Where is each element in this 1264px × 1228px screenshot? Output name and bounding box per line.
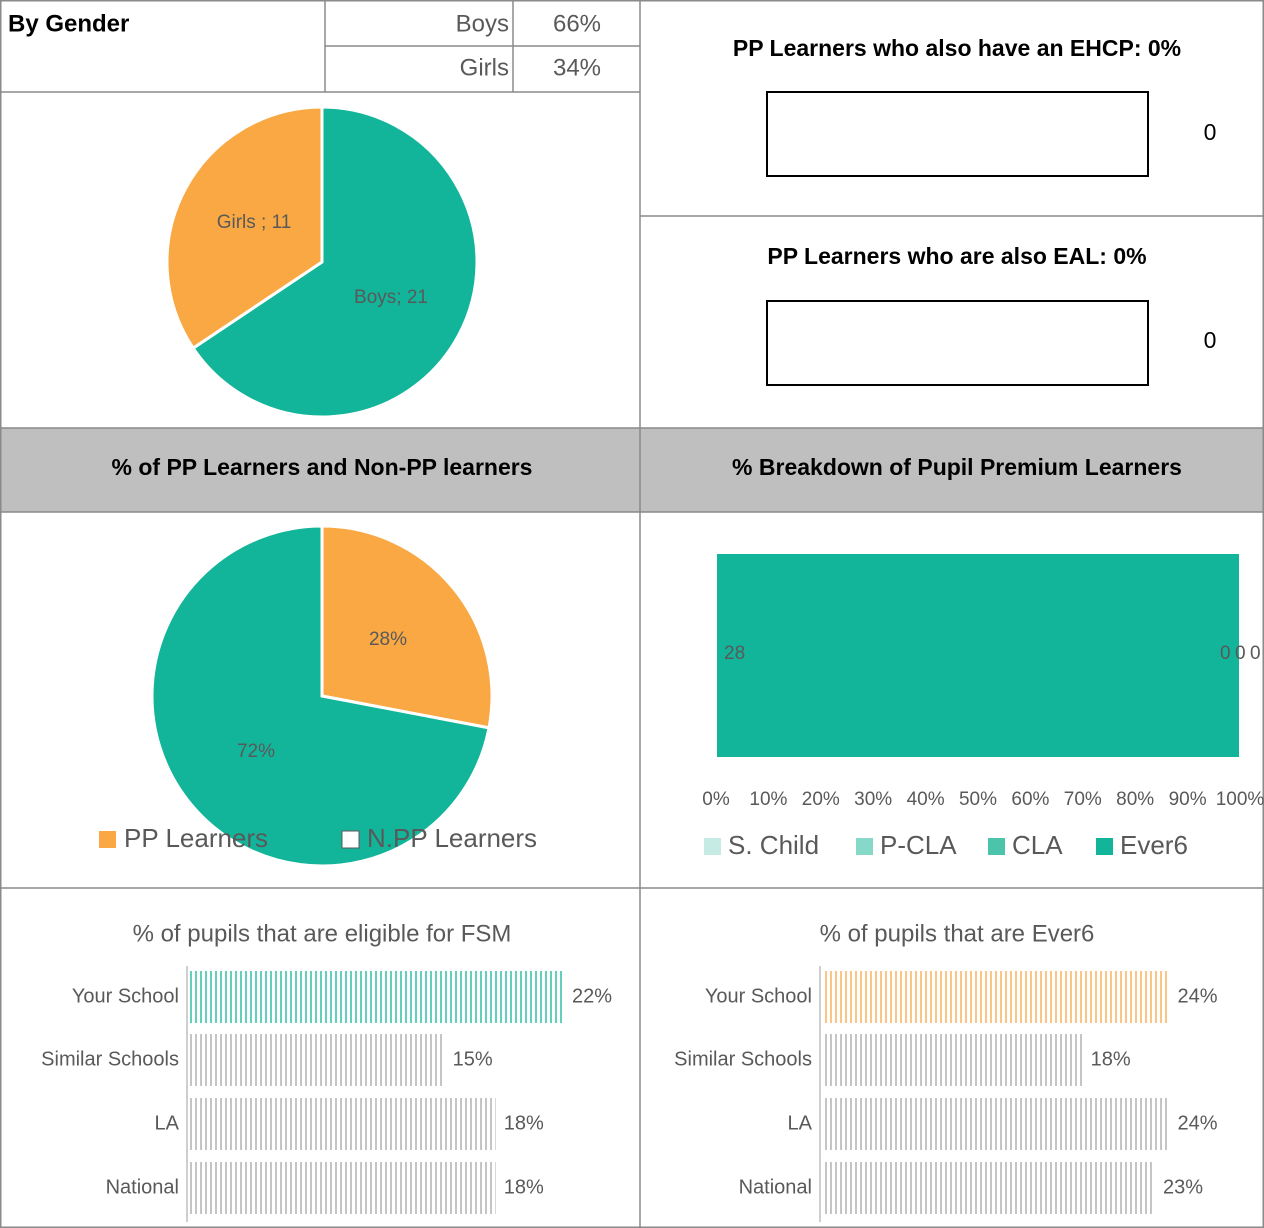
legend-label: S. Child xyxy=(728,830,819,860)
x-tick-label: 30% xyxy=(854,789,892,810)
pie-slice xyxy=(191,105,479,419)
x-tick-label: 0% xyxy=(702,789,730,810)
legend-swatch xyxy=(1096,838,1113,855)
chart-title: % of pupils that are Ever6 xyxy=(820,920,1095,947)
y-tick-label: LA xyxy=(788,1112,813,1134)
data-label: 24% xyxy=(1178,1112,1218,1134)
legend-swatch xyxy=(856,838,873,855)
data-label: 0 xyxy=(1250,643,1261,664)
x-tick-label: 70% xyxy=(1064,789,1102,810)
bar xyxy=(822,971,1170,1023)
bar-segment xyxy=(715,552,1241,759)
data-label: 28% xyxy=(369,629,407,650)
ehcp-box xyxy=(766,91,1149,177)
legend-label: PP Learners xyxy=(124,823,268,853)
eal-value: 0 xyxy=(1204,327,1217,353)
header-band xyxy=(0,428,1264,512)
data-label: Boys; 21 xyxy=(354,287,428,308)
legend-label: Ever6 xyxy=(1120,830,1188,860)
pie-slice xyxy=(150,524,491,868)
table-cell: 66% xyxy=(553,10,601,37)
table-cell: Girls xyxy=(460,54,509,81)
ehcp-title: PP Learners who also have an EHCP: 0% xyxy=(733,35,1181,61)
data-label: Girls ; 11 xyxy=(217,212,292,233)
legend-swatch xyxy=(341,830,360,849)
chart-title: % of pupils that are eligible for FSM xyxy=(133,920,512,947)
x-tick-label: 20% xyxy=(802,789,840,810)
data-label: 23% xyxy=(1163,1176,1203,1198)
data-label: 18% xyxy=(504,1112,544,1134)
x-tick-label: 100% xyxy=(1216,789,1264,810)
x-tick-label: 90% xyxy=(1169,789,1207,810)
data-label: 0 xyxy=(1220,643,1231,664)
table-cell: 34% xyxy=(553,54,601,81)
bar xyxy=(822,1162,1156,1214)
bar xyxy=(189,1162,496,1214)
y-tick-label: LA xyxy=(155,1112,180,1134)
bar xyxy=(189,1098,496,1150)
x-tick-label: 10% xyxy=(749,789,787,810)
y-tick-label: Your School xyxy=(72,985,179,1007)
x-tick-label: 60% xyxy=(1011,789,1049,810)
section-header: % Breakdown of Pupil Premium Learners xyxy=(732,454,1182,480)
bar xyxy=(189,971,564,1023)
y-tick-label: National xyxy=(739,1176,812,1198)
data-label: 24% xyxy=(1178,985,1218,1007)
x-tick-label: 80% xyxy=(1116,789,1154,810)
legend-swatch xyxy=(99,831,116,848)
eal-title: PP Learners who are also EAL: 0% xyxy=(767,243,1146,269)
data-label: 15% xyxy=(453,1048,493,1070)
y-tick-label: Your School xyxy=(705,985,812,1007)
pie-slice xyxy=(320,524,494,730)
data-label: 22% xyxy=(572,985,612,1007)
y-tick-label: National xyxy=(106,1176,179,1198)
bar xyxy=(822,1098,1170,1150)
table-title: By Gender xyxy=(8,10,129,37)
legend-swatch xyxy=(704,838,721,855)
data-label: 18% xyxy=(1091,1048,1131,1070)
data-label: 0 xyxy=(1235,643,1246,664)
legend-swatch xyxy=(988,838,1005,855)
y-tick-label: Similar Schools xyxy=(674,1048,812,1070)
legend-label: N.PP Learners xyxy=(367,823,537,853)
pie-slice xyxy=(165,105,324,351)
x-tick-label: 40% xyxy=(907,789,945,810)
table-cell: Boys xyxy=(456,10,509,37)
data-label: 18% xyxy=(504,1176,544,1198)
legend-label: P-CLA xyxy=(880,830,957,860)
data-label: 28 xyxy=(724,643,745,664)
ehcp-value: 0 xyxy=(1204,119,1217,145)
eal-box xyxy=(766,300,1149,386)
data-label: 72% xyxy=(237,741,275,762)
legend-label: CLA xyxy=(1012,830,1063,860)
section-header: % of PP Learners and Non-PP learners xyxy=(112,454,533,480)
y-tick-label: Similar Schools xyxy=(41,1048,179,1070)
x-tick-label: 50% xyxy=(959,789,997,810)
bar xyxy=(189,1034,445,1086)
bar xyxy=(822,1034,1083,1086)
